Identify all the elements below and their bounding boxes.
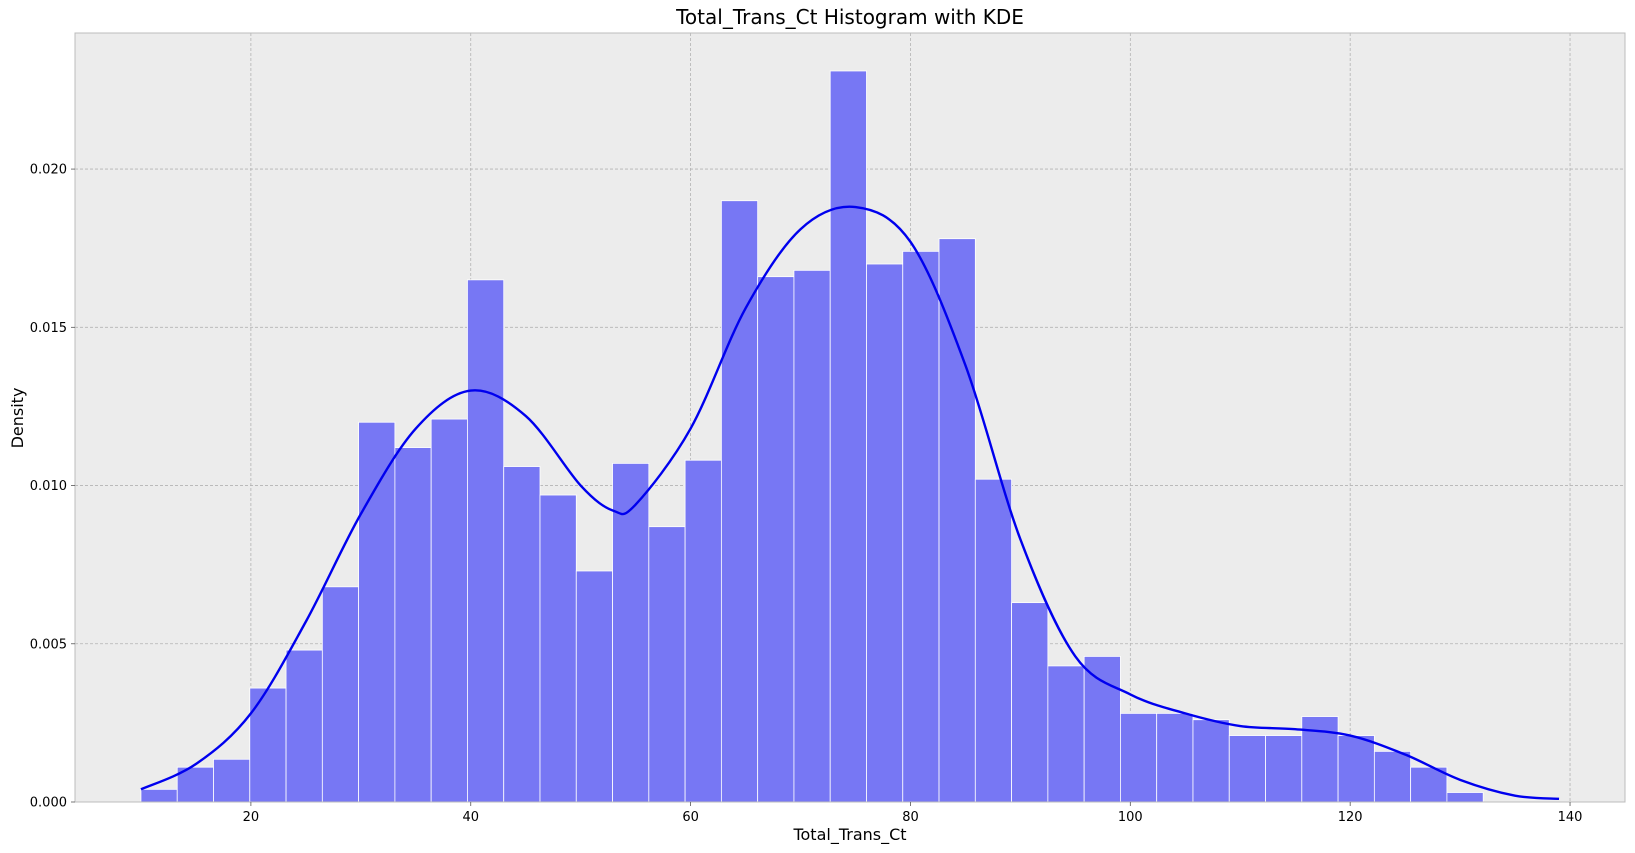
histogram-bar: [467, 279, 505, 803]
y-axis-label: Density: [8, 388, 27, 449]
histogram-bar: [539, 494, 577, 803]
histogram-bar: [575, 570, 613, 803]
plot-frame: [74, 32, 1626, 803]
x-axis-ticks: 20 40 60 80 100 120 140: [243, 802, 1583, 825]
histogram-bars: [140, 70, 1484, 803]
histogram-bar: [321, 586, 360, 803]
histogram-bar: [902, 250, 940, 803]
y-tick-label: 0.015: [30, 321, 67, 336]
histogram-bar: [684, 459, 722, 803]
histogram-bar: [974, 478, 1012, 803]
x-tick-label: 40: [462, 810, 479, 825]
histogram-bar: [394, 447, 432, 803]
histogram-bar: [1373, 750, 1412, 803]
y-tick-label: 0.020: [30, 163, 67, 178]
histogram-bar: [720, 200, 759, 803]
histogram-bar: [648, 526, 686, 803]
histogram-bar: [938, 238, 976, 803]
histogram-bar: [358, 421, 396, 803]
histogram-bar: [1083, 656, 1121, 803]
histogram-bar: [430, 418, 468, 803]
histogram-bar: [249, 687, 287, 803]
histogram-bar: [1337, 735, 1375, 803]
histogram-bar: [503, 466, 541, 803]
histogram-bar: [176, 766, 214, 803]
histogram-bar: [1192, 719, 1230, 803]
histogram-bar: [1047, 665, 1085, 803]
histogram-bar: [285, 649, 323, 803]
y-tick-label: 0.005: [30, 637, 67, 652]
histogram-bar: [1156, 712, 1194, 803]
x-tick-label: 140: [1558, 810, 1583, 825]
chart-title: Total_Trans_Ct Histogram with KDE: [675, 5, 1024, 29]
histogram-bar: [1011, 602, 1049, 803]
histogram-bar: [1120, 712, 1158, 803]
y-axis-ticks: 0.000 0.005 0.010 0.015 0.020: [30, 163, 75, 811]
histogram-bar: [1446, 792, 1484, 803]
histogram-bar: [866, 263, 904, 803]
histogram-bar: [829, 70, 867, 803]
x-tick-label: 80: [902, 810, 919, 825]
histogram-bar: [213, 758, 251, 803]
histogram-bar: [757, 276, 795, 803]
x-tick-label: 20: [243, 810, 260, 825]
histogram-bar: [1265, 735, 1303, 803]
x-tick-label: 120: [1338, 810, 1363, 825]
y-tick-label: 0.010: [30, 479, 67, 494]
histogram-bar: [140, 788, 178, 803]
histogram-bar: [793, 269, 831, 803]
kde-curve: [140, 205, 1560, 801]
x-tick-label: 100: [1118, 810, 1143, 825]
x-tick-label: 60: [682, 810, 699, 825]
histogram-bar: [1228, 735, 1266, 803]
histogram-bar: [612, 462, 650, 803]
y-tick-label: 0.000: [30, 796, 67, 811]
x-axis-label: Total_Trans_Ct: [792, 825, 906, 845]
